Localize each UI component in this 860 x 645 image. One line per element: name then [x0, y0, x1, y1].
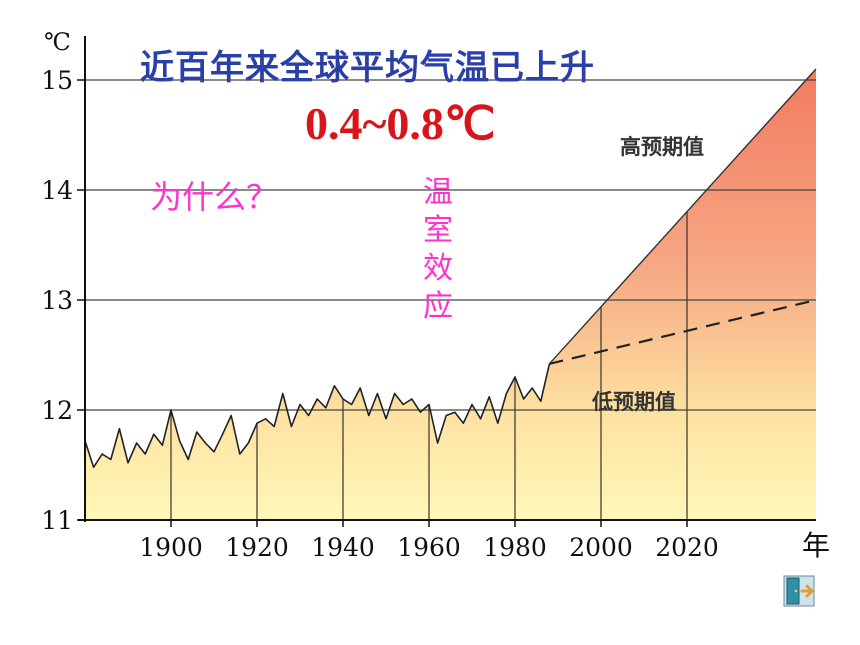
high-projection-line [548, 68, 817, 365]
y-tick-label: 13 [41, 286, 73, 315]
low-projection-label: 低预期值 [592, 390, 676, 414]
question-text: 为什么？ [150, 178, 279, 216]
x-tick-label: 2000 [569, 533, 633, 562]
x-tick-label: 2020 [655, 533, 719, 562]
vertical-char: 应 [423, 289, 453, 324]
x-axis-label: 年 [802, 529, 830, 562]
x-tick-label: 1960 [397, 533, 461, 562]
warming-area [85, 69, 816, 520]
x-tick-label: 1940 [311, 533, 375, 562]
vertical-char: 温 [423, 175, 453, 210]
vertical-char: 效 [423, 251, 453, 286]
history-temperature-line [84, 363, 551, 468]
y-axis-label: ℃ [44, 28, 71, 56]
x-tick-label: 1980 [483, 533, 547, 562]
y-tick-label: 11 [41, 506, 73, 535]
y-tick-label: 14 [41, 176, 73, 205]
greenhouse-effect-text: 温 室 效 应 [418, 174, 458, 326]
y-tick-label: 12 [41, 396, 73, 425]
x-tick-label: 1920 [225, 533, 289, 562]
vertical-char: 室 [423, 213, 453, 248]
exit-door-icon[interactable] [782, 574, 816, 608]
slide-title: 近百年来全球平均气温已上升 [140, 48, 595, 88]
x-tick-label: 1900 [139, 533, 203, 562]
y-tick-label: 15 [41, 66, 73, 95]
high-projection-label: 高预期值 [620, 135, 704, 159]
slide-subtitle: 0.4~0.8℃ [305, 98, 496, 149]
